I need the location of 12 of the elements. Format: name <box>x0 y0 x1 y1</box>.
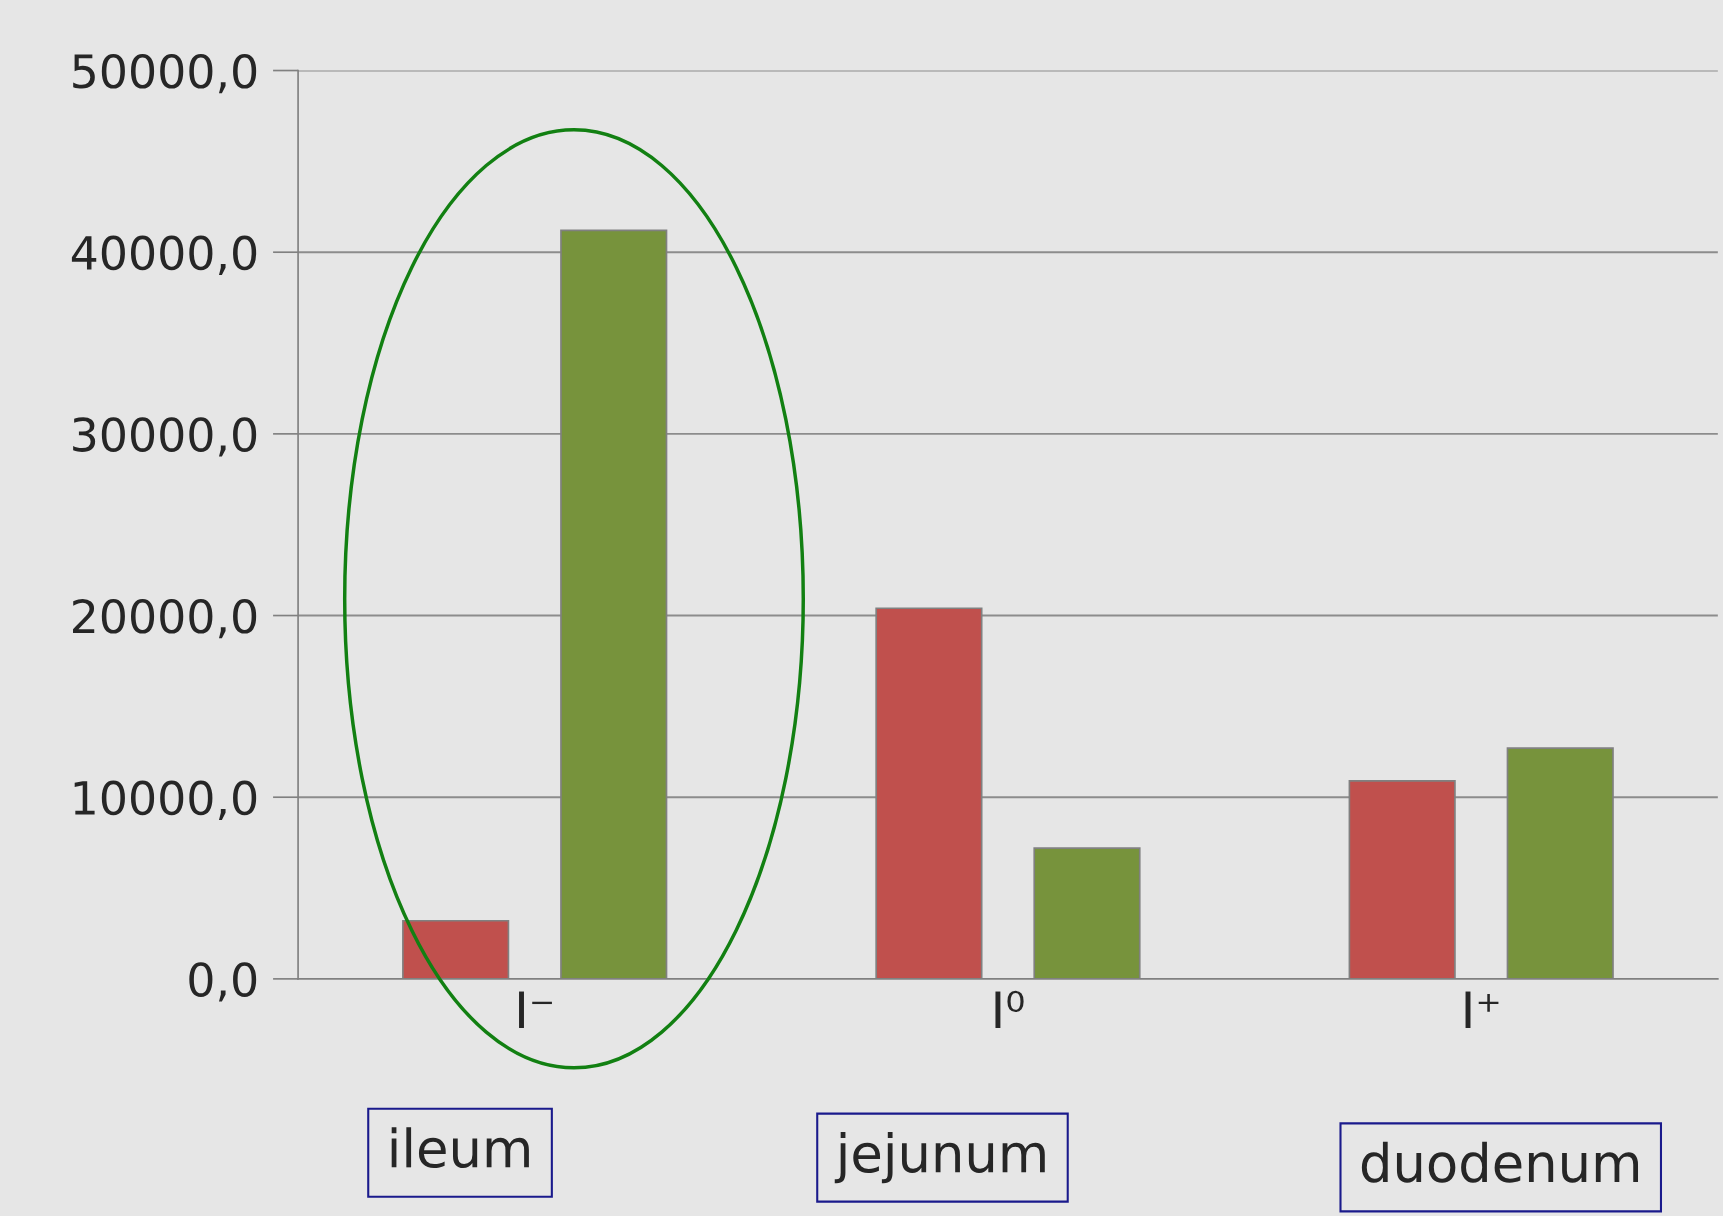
text: duodenum <box>1361 1141 1639 1183</box>
x-tick-label: I⁰ <box>995 990 1024 1028</box>
text: jejunum <box>834 1132 1045 1184</box>
y-tick-label: 10000,0 <box>74 780 257 820</box>
y-tick-label: 0,0 <box>189 962 257 1002</box>
y-tick-label: 50000,0 <box>73 53 257 94</box>
x-tick-label: I⁻ <box>519 991 552 1028</box>
y-tick-label: 30000,0 <box>73 417 257 457</box>
y-tick-label: 20000,0 <box>73 598 257 639</box>
text: ileum <box>391 1127 529 1169</box>
x-tick-label: I⁺ <box>1465 991 1499 1028</box>
y-tick-label: 40000,0 <box>71 235 257 275</box>
